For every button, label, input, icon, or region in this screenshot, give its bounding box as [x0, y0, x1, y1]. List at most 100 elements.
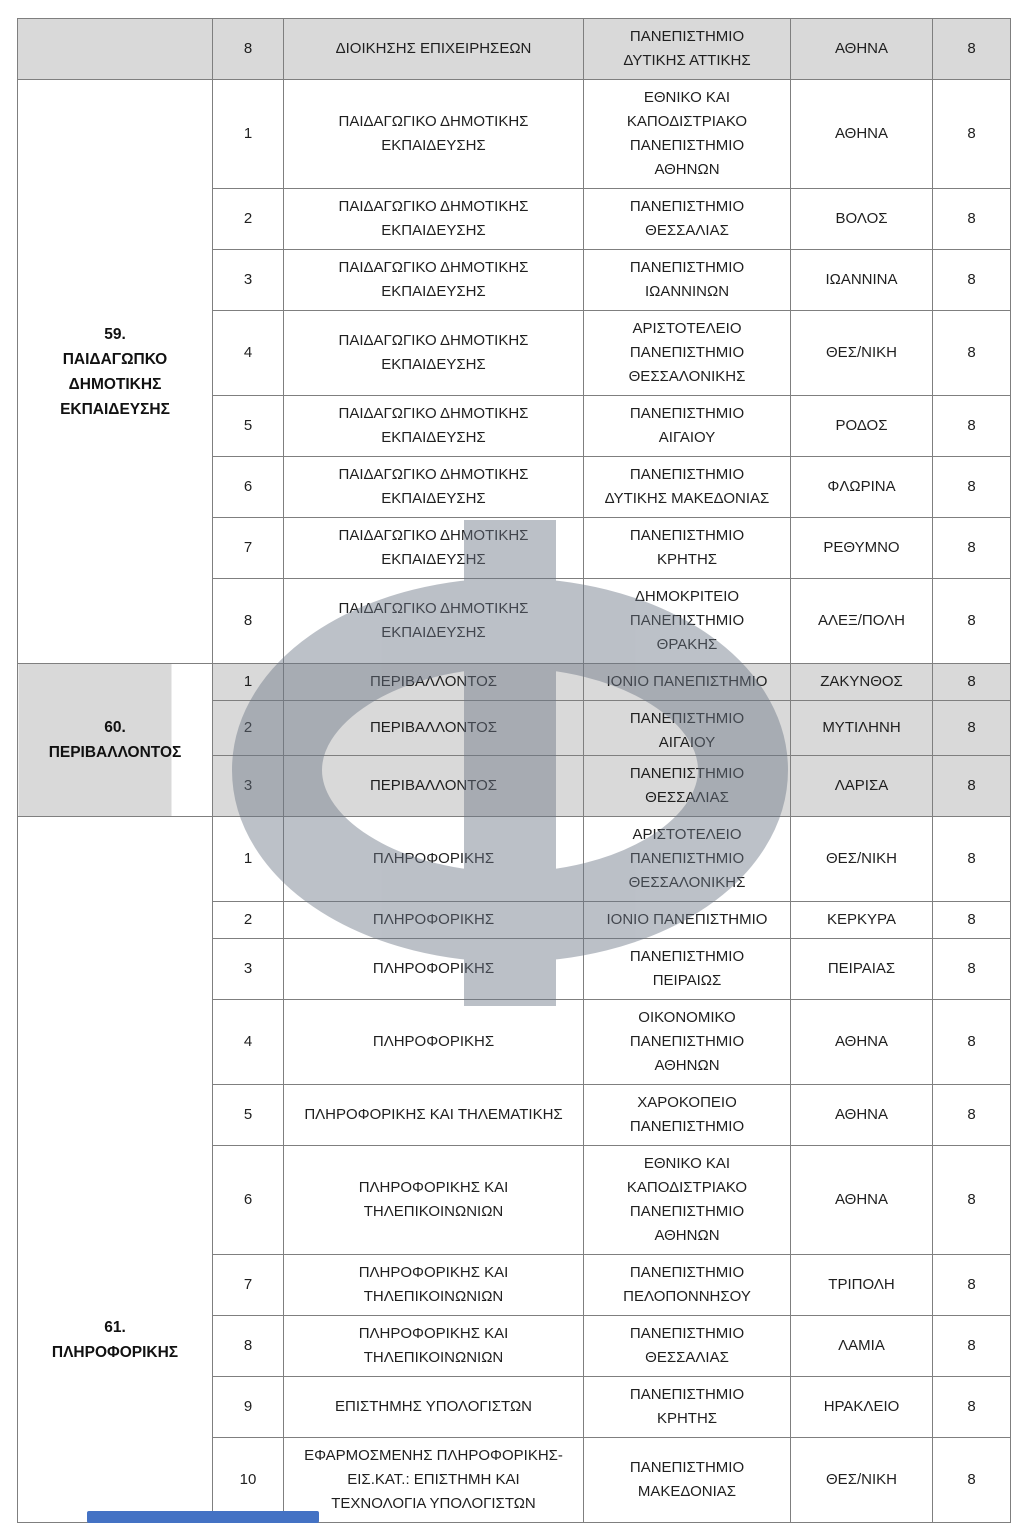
city-cell-text: ΘΕΣ/ΝΙΚΗ	[826, 850, 897, 867]
row-index-cell-text: 8	[243, 40, 253, 57]
city-cell: ΘΕΣ/ΝΙΚΗ	[790, 310, 933, 396]
city-cell: ΑΘΗΝΑ	[790, 79, 933, 189]
department-cell-text: ΕΠΙΣΤΗΜΗΣ ΥΠΟΛΟΓΙΣΤΩΝ	[334, 1398, 532, 1415]
city-cell: ΑΘΗΝΑ	[790, 999, 933, 1085]
row-index-cell-text: 1	[243, 850, 253, 867]
university-cell-text: ΠΑΝΕΠΙΣΤΗΜΙΟ ΑΙΓΑΙΟΥ	[629, 405, 745, 446]
university-cell: ΑΡΙΣΤΟΤΕΛΕΙΟ ΠΑΝΕΠΙΣΤΗΜΙΟ ΘΕΣΣΑΛΟΝΙΚΗΣ	[583, 816, 791, 902]
department-cell: ΠΛΗΡΟΦΟΡΙΚΗΣ	[283, 999, 584, 1085]
row-index-cell-text: 6	[243, 478, 253, 495]
row-index-cell: 5	[212, 395, 284, 457]
university-cell: ΠΑΝΕΠΙΣΤΗΜΙΟ ΚΡΗΤΗΣ	[583, 1376, 791, 1438]
department-cell-text: ΠΛΗΡΟΦΟΡΙΚΗΣ ΚΑΙ ΤΗΛΕΠΙΚΟΙΝΩΝΙΩΝ	[358, 1325, 509, 1366]
row-index-cell-text: 4	[243, 344, 253, 361]
city-cell-text: ΜΥΤΙΛΗΝΗ	[822, 719, 901, 736]
row-index-cell-text: 5	[243, 1106, 253, 1123]
group-label-cell-58-tail	[17, 18, 213, 80]
department-cell: ΠΕΡΙΒΑΛΛΟΝΤΟΣ	[283, 755, 584, 817]
university-cell: ΠΑΝΕΠΙΣΤΗΜΙΟ ΠΕΙΡΑΙΩΣ	[583, 938, 791, 1000]
positions-cell: 8	[932, 938, 1011, 1000]
department-cell: ΠΛΗΡΟΦΟΡΙΚΗΣ	[283, 901, 584, 939]
university-cell: ΔΗΜΟΚΡΙΤΕΙΟ ΠΑΝΕΠΙΣΤΗΜΙΟ ΘΡΑΚΗΣ	[583, 578, 791, 664]
row-index-cell-text: 10	[239, 1471, 257, 1488]
department-cell-text: ΠΑΙΔΑΓΩΓΙΚΟ ΔΗΜΟΤΙΚΗΣ ΕΚΠΑΙΔΕΥΣΗΣ	[338, 527, 529, 568]
positions-cell: 8	[932, 1315, 1011, 1377]
university-cell: ΠΑΝΕΠΙΣΤΗΜΙΟ ΘΕΣΣΑΛΙΑΣ	[583, 1315, 791, 1377]
row-index-cell: 1	[212, 816, 284, 902]
department-cell: ΠΕΡΙΒΑΛΛΟΝΤΟΣ	[283, 663, 584, 701]
row-index-cell-text: 4	[243, 1033, 253, 1050]
table-row-59-6: 6 ΠΑΙΔΑΓΩΓΙΚΟ ΔΗΜΟΤΙΚΗΣ ΕΚΠΑΙΔΕΥΣΗΣ ΠΑΝΕΠΙ…	[18, 456, 1011, 518]
row-index-cell: 9	[212, 1376, 284, 1438]
department-cell: ΠΑΙΔΑΓΩΓΙΚΟ ΔΗΜΟΤΙΚΗΣ ΕΚΠΑΙΔΕΥΣΗΣ	[283, 578, 584, 664]
department-cell: ΠΛΗΡΟΦΟΡΙΚΗΣ ΚΑΙ ΤΗΛΕΜΑΤΙΚΗΣ	[283, 1084, 584, 1146]
positions-cell-text: 8	[967, 40, 976, 57]
city-cell: ΙΩΑΝΝΙΝΑ	[790, 249, 933, 311]
city-cell-text: ΑΘΗΝΑ	[834, 1033, 889, 1050]
department-cell-text: ΠΑΙΔΑΓΩΓΙΚΟ ΔΗΜΟΤΙΚΗΣ ΕΚΠΑΙΔΕΥΣΗΣ	[338, 405, 529, 446]
university-cell-text: ΠΑΝΕΠΙΣΤΗΜΙΟ ΘΕΣΣΑΛΙΑΣ	[629, 765, 745, 806]
university-cell: ΙΟΝΙΟ ΠΑΝΕΠΙΣΤΗΜΙΟ	[583, 901, 791, 939]
positions-cell-text: 8	[967, 673, 976, 690]
row-index-cell: 2	[212, 700, 284, 756]
department-cell: ΠΛΗΡΟΦΟΡΙΚΗΣ ΚΑΙ ΤΗΛΕΠΙΚΟΙΝΩΝΙΩΝ	[283, 1315, 584, 1377]
department-cell: ΕΦΑΡΜΟΣΜΕΝΗΣ ΠΛΗΡΟΦΟΡΙΚΗΣ- ΕΙΣ.ΚΑΤ.: ΕΠΙ…	[283, 1437, 584, 1523]
department-cell-text: ΠΛΗΡΟΦΟΡΙΚΗΣ ΚΑΙ ΤΗΛΕΠΙΚΟΙΝΩΝΙΩΝ	[358, 1179, 509, 1220]
row-index-cell: 8	[212, 18, 284, 80]
row-index-cell: 6	[212, 1145, 284, 1255]
university-cell-text: ΕΘΝΙΚΟ ΚΑΙ ΚΑΠΟΔΙΣΤΡΙΑΚΟ ΠΑΝΕΠΙΣΤΗΜΙΟ ΑΘ…	[626, 1155, 748, 1244]
city-cell: ΜΥΤΙΛΗΝΗ	[790, 700, 933, 756]
department-cell: ΠΑΙΔΑΓΩΓΙΚΟ ΔΗΜΟΤΙΚΗΣ ΕΚΠΑΙΔΕΥΣΗΣ	[283, 517, 584, 579]
table-row-61-6: 6 ΠΛΗΡΟΦΟΡΙΚΗΣ ΚΑΙ ΤΗΛΕΠΙΚΟΙΝΩΝΙΩΝ ΕΘΝΙΚΟ …	[18, 1145, 1011, 1255]
positions-cell: 8	[932, 816, 1011, 902]
positions-cell: 8	[932, 395, 1011, 457]
city-cell: ΖΑΚΥΝΘΟΣ	[790, 663, 933, 701]
university-cell-text: ΠΑΝΕΠΙΣΤΗΜΙΟ ΚΡΗΤΗΣ	[629, 527, 745, 568]
department-cell: ΔΙΟΙΚΗΣΗΣ ΕΠΙΧΕΙΡΗΣΕΩΝ	[283, 18, 584, 80]
positions-cell: 8	[932, 578, 1011, 664]
university-cell-text: ΑΡΙΣΤΟΤΕΛΕΙΟ ΠΑΝΕΠΙΣΤΗΜΙΟ ΘΕΣΣΑΛΟΝΙΚΗΣ	[628, 320, 746, 385]
positions-cell-text: 8	[967, 719, 976, 736]
department-cell-text: ΠΑΙΔΑΓΩΓΙΚΟ ΔΗΜΟΤΙΚΗΣ ΕΚΠΑΙΔΕΥΣΗΣ	[338, 466, 529, 507]
row-index-cell-text: 5	[243, 417, 253, 434]
department-cell: ΠΑΙΔΑΓΩΓΙΚΟ ΔΗΜΟΤΙΚΗΣ ΕΚΠΑΙΔΕΥΣΗΣ	[283, 456, 584, 518]
row-index-cell-text: 3	[243, 777, 253, 794]
positions-cell: 8	[932, 1145, 1011, 1255]
department-cell-text: ΕΦΑΡΜΟΣΜΕΝΗΣ ΠΛΗΡΟΦΟΡΙΚΗΣ- ΕΙΣ.ΚΑΤ.: ΕΠΙ…	[304, 1447, 563, 1512]
row-index-cell: 6	[212, 456, 284, 518]
positions-cell: 8	[932, 999, 1011, 1085]
city-cell-text: ΛΑΜΙΑ	[838, 1337, 885, 1354]
city-cell: ΤΡΙΠΟΛΗ	[790, 1254, 933, 1316]
university-cell: ΑΡΙΣΤΟΤΕΛΕΙΟ ΠΑΝΕΠΙΣΤΗΜΙΟ ΘΕΣΣΑΛΟΝΙΚΗΣ	[583, 310, 791, 396]
table-row-60-2: 2 ΠΕΡΙΒΑΛΛΟΝΤΟΣ ΠΑΝΕΠΙΣΤΗΜΙΟ ΑΙΓΑΙΟΥ ΜΥΤΙΛΗ…	[18, 700, 1011, 756]
row-index-cell-text: 1	[243, 125, 253, 142]
city-cell: ΠΕΙΡΑΙΑΣ	[790, 938, 933, 1000]
city-cell-text: ΗΡΑΚΛΕΙΟ	[823, 1398, 900, 1415]
city-cell-text: ΑΘΗΝΑ	[834, 125, 889, 142]
university-cell-text: ΠΑΝΕΠΙΣΤΗΜΙΟ ΘΕΣΣΑΛΙΑΣ	[629, 198, 745, 239]
university-cell-text: ΟΙΚΟΝΟΜΙΚΟ ΠΑΝΕΠΙΣΤΗΜΙΟ ΑΘΗΝΩΝ	[629, 1009, 745, 1074]
row-index-cell-text: 6	[243, 1191, 253, 1208]
table-row-60-1: 60. ΠΕΡΙΒΑΛΛΟΝΤΟΣ 1 ΠΕΡΙΒΑΛΛΟΝΤΟΣ ΙΟΝΙΟ ΠΑΝ…	[17, 663, 1011, 817]
city-cell: ΑΘΗΝΑ	[790, 1084, 933, 1146]
city-cell: ΚΕΡΚΥΡΑ	[790, 901, 933, 939]
university-cell-text: ΑΡΙΣΤΟΤΕΛΕΙΟ ΠΑΝΕΠΙΣΤΗΜΙΟ ΘΕΣΣΑΛΟΝΙΚΗΣ	[628, 826, 746, 891]
university-cell: ΠΑΝΕΠΙΣΤΗΜΙΟ ΙΩΑΝΝΙΝΩΝ	[583, 249, 791, 311]
city-cell: ΡΕΘΥΜΝΟ	[790, 517, 933, 579]
group-label-cell-60: 60. ΠΕΡΙΒΑΛΛΟΝΤΟΣ	[17, 663, 213, 817]
city-cell-text: ΑΘΗΝΑ	[834, 1191, 889, 1208]
department-cell-text: ΠΑΙΔΑΓΩΓΙΚΟ ΔΗΜΟΤΙΚΗΣ ΕΚΠΑΙΔΕΥΣΗΣ	[338, 600, 529, 641]
table-row-59-4: 4 ΠΑΙΔΑΓΩΓΙΚΟ ΔΗΜΟΤΙΚΗΣ ΕΚΠΑΙΔΕΥΣΗΣ ΑΡΙΣΤΟ…	[18, 310, 1011, 396]
city-cell: ΦΛΩΡΙΝΑ	[790, 456, 933, 518]
city-cell-text: ΑΛΕΞ/ΠΟΛΗ	[817, 612, 906, 629]
positions-cell-text: 8	[967, 911, 976, 928]
positions-cell-text: 8	[967, 960, 976, 977]
department-cell-text: ΠΑΙΔΑΓΩΓΙΚΟ ΔΗΜΟΤΙΚΗΣ ΕΚΠΑΙΔΕΥΣΗΣ	[338, 332, 529, 373]
positions-cell-text: 8	[967, 271, 976, 288]
positions-cell-text: 8	[967, 850, 976, 867]
table-row-61-3: 3 ΠΛΗΡΟΦΟΡΙΚΗΣ ΠΑΝΕΠΙΣΤΗΜΙΟ ΠΕΙΡΑΙΩΣ ΠΕΙΡΑΙ…	[18, 938, 1011, 1000]
row-index-cell-text: 1	[243, 673, 253, 690]
city-cell-text: ΙΩΑΝΝΙΝΑ	[825, 271, 898, 288]
city-cell: ΘΕΣ/ΝΙΚΗ	[790, 1437, 933, 1523]
